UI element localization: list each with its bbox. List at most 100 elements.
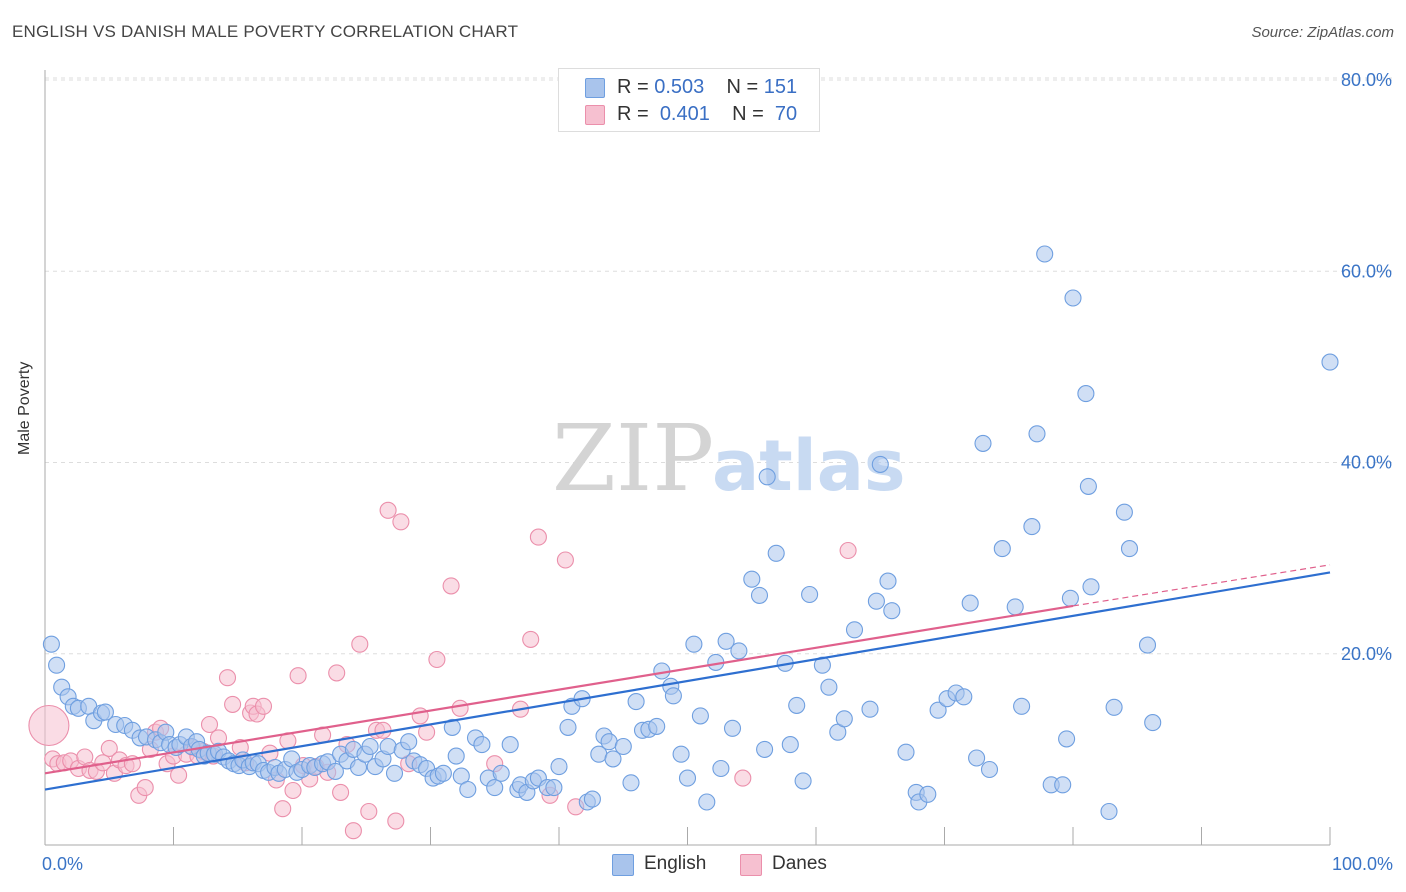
english-point-96 bbox=[622, 774, 640, 792]
danes-point-53 bbox=[351, 635, 369, 653]
english-point-151 bbox=[1036, 245, 1054, 263]
english-point-1 bbox=[48, 656, 66, 674]
danes-trendline bbox=[44, 604, 1074, 775]
y-axis-label: Male Poverty bbox=[16, 361, 33, 455]
english-point-131 bbox=[871, 455, 889, 473]
english-point-165 bbox=[1144, 714, 1162, 732]
english-point-73 bbox=[473, 736, 491, 754]
danes-point-54 bbox=[360, 802, 378, 821]
english-point-86 bbox=[559, 718, 577, 736]
english-point-138 bbox=[929, 701, 947, 719]
english-point-61 bbox=[400, 733, 418, 751]
y-tick-label-40: 40.0% bbox=[1341, 453, 1392, 473]
trendlines bbox=[44, 564, 1331, 791]
english-points bbox=[42, 245, 1339, 821]
english-point-103 bbox=[664, 687, 682, 705]
danes-point-40 bbox=[274, 800, 292, 818]
english-point-122 bbox=[794, 772, 812, 790]
english-point-0 bbox=[42, 635, 60, 653]
bottom-english-label: English bbox=[644, 853, 707, 874]
english-point-105 bbox=[678, 769, 697, 787]
english-point-154 bbox=[1058, 730, 1076, 748]
correlation-legend: R = 0.503 N = 151 R = 0.401 N = 70 bbox=[558, 68, 820, 132]
english-point-94 bbox=[604, 750, 622, 768]
english-point-164 bbox=[1138, 636, 1157, 654]
danes-point-65 bbox=[451, 699, 469, 717]
english-point-144 bbox=[974, 434, 992, 452]
english-point-68 bbox=[443, 718, 461, 736]
danes-point-56 bbox=[374, 721, 392, 739]
english-point-142 bbox=[961, 594, 979, 612]
danes-point-71 bbox=[556, 551, 574, 569]
english-point-132 bbox=[879, 572, 897, 590]
bottom-danes-swatch bbox=[740, 854, 762, 876]
english-point-160 bbox=[1100, 802, 1118, 821]
english-point-153 bbox=[1054, 776, 1072, 794]
danes-point-58 bbox=[387, 812, 405, 830]
english-point-121 bbox=[788, 696, 806, 714]
english-point-75 bbox=[486, 779, 504, 797]
english-point-120 bbox=[781, 736, 799, 754]
chart-title: ENGLISH VS DANISH MALE POVERTY CORRELATI… bbox=[12, 22, 519, 41]
watermark-zip: ZIP bbox=[552, 405, 714, 512]
english-point-147 bbox=[1006, 598, 1024, 616]
watermark: ZIP atlas bbox=[552, 405, 906, 512]
legend-danes-n-label: N = bbox=[732, 103, 770, 125]
english-point-104 bbox=[672, 745, 690, 763]
english-point-157 bbox=[1077, 385, 1095, 403]
danes-point-0 bbox=[28, 704, 70, 747]
y-tick-label-80: 80.0% bbox=[1341, 70, 1392, 90]
english-point-123 bbox=[801, 585, 819, 604]
danes-trendline-extension bbox=[1072, 564, 1331, 607]
english-point-145 bbox=[980, 760, 999, 779]
english-point-67 bbox=[434, 764, 452, 782]
english-point-128 bbox=[845, 621, 864, 639]
english-point-143 bbox=[968, 749, 986, 767]
english-point-111 bbox=[717, 632, 735, 650]
danes-point-10 bbox=[100, 739, 118, 757]
danes-point-16 bbox=[136, 779, 154, 797]
english-swatch bbox=[585, 78, 605, 98]
danes-point-68 bbox=[522, 630, 540, 648]
danes-point-37 bbox=[254, 697, 273, 715]
danes-point-69 bbox=[529, 528, 547, 546]
legend-english-n-label: N = bbox=[726, 76, 764, 98]
english-point-100 bbox=[648, 717, 666, 735]
danes-point-73 bbox=[734, 769, 752, 787]
english-point-113 bbox=[730, 642, 748, 660]
danes-point-57 bbox=[379, 501, 397, 519]
english-point-155 bbox=[1061, 589, 1079, 607]
english-point-156 bbox=[1064, 289, 1082, 307]
legend-english-r-label: R = bbox=[617, 76, 655, 98]
english-point-76 bbox=[492, 764, 510, 782]
english-point-69 bbox=[447, 747, 465, 765]
english-trendline bbox=[44, 571, 1331, 791]
english-point-112 bbox=[723, 719, 742, 737]
english-point-114 bbox=[743, 570, 761, 588]
danes-point-49 bbox=[328, 664, 346, 682]
legend-english-text: R = 0.503 N = 151 bbox=[617, 76, 797, 99]
danes-point-22 bbox=[170, 766, 188, 784]
legend-danes-r-label: R = bbox=[617, 103, 655, 125]
english-point-59 bbox=[385, 764, 404, 782]
english-point-141 bbox=[955, 688, 973, 706]
english-point-85 bbox=[550, 758, 568, 776]
english-point-162 bbox=[1115, 503, 1133, 521]
x-tick-label-100: 100.0% bbox=[1332, 854, 1393, 874]
english-point-115 bbox=[750, 586, 769, 604]
danes-point-63 bbox=[428, 650, 446, 669]
danes-swatch bbox=[585, 105, 605, 125]
danes-point-42 bbox=[284, 781, 302, 800]
danes-point-64 bbox=[442, 577, 460, 595]
english-point-58 bbox=[379, 737, 397, 756]
english-point-134 bbox=[897, 743, 915, 761]
bottom-english-swatch bbox=[612, 854, 634, 876]
danes-point-74 bbox=[839, 541, 857, 560]
english-point-149 bbox=[1023, 518, 1041, 536]
english-point-129 bbox=[861, 700, 879, 718]
english-point-150 bbox=[1028, 425, 1046, 443]
x-tick-label-0: 0.0% bbox=[42, 854, 83, 874]
english-point-133 bbox=[883, 602, 901, 620]
english-point-163 bbox=[1120, 540, 1139, 558]
english-point-158 bbox=[1079, 477, 1097, 495]
